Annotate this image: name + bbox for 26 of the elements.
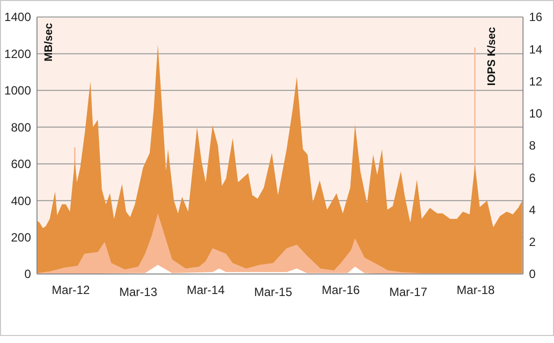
y-tick-label: 0 — [24, 267, 32, 282]
y2-tick-label: 16 — [529, 10, 543, 24]
y-tick-label: 1400 — [4, 10, 32, 24]
y2-tick-label: 8 — [529, 138, 536, 153]
y-tick-label: 1200 — [4, 46, 32, 61]
x-tick-label: Mar-16 — [322, 283, 360, 297]
x-tick-label: Mar-13 — [119, 285, 158, 299]
y2-tick-label: 10 — [529, 106, 543, 121]
y-tick-label: 600 — [10, 157, 32, 172]
y-tick-label: 400 — [10, 194, 32, 208]
x-tick-label: Mar-18 — [456, 283, 496, 297]
x-tick-label: Mar-15 — [254, 285, 292, 299]
x-tick-label: Mar-12 — [52, 283, 90, 297]
y-tick-label: 200 — [10, 230, 32, 244]
y2-axis-title: IOPS K/sec — [486, 27, 498, 86]
x-tick-label: Mar-17 — [389, 285, 428, 299]
y2-tick-label: 14 — [529, 42, 543, 56]
y-tick-label: 800 — [10, 120, 32, 134]
x-tick-label: Mar-14 — [186, 283, 226, 297]
y2-tick-label: 4 — [529, 202, 536, 217]
y2-tick-label: 0 — [529, 267, 536, 282]
y-axis-title: MB/sec — [43, 23, 55, 62]
y2-tick-label: 6 — [529, 170, 536, 185]
y2-tick-label: 2 — [529, 235, 536, 250]
y-tick-label: 1000 — [4, 84, 32, 98]
y2-tick-label: 12 — [529, 74, 543, 88]
